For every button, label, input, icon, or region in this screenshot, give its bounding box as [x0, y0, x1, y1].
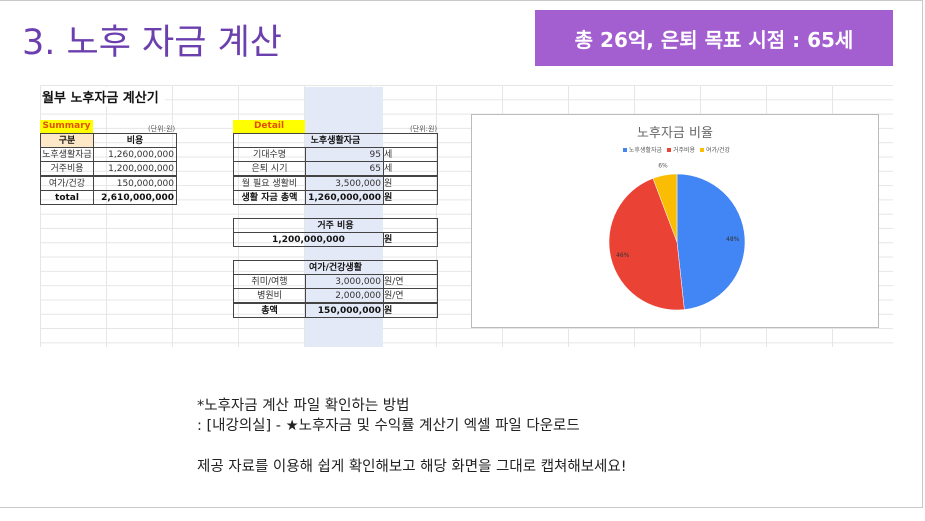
note-line-3: 제공 자료를 이용해 쉽게 확인해보고 해당 화면을 그대로 캡쳐해보세요! [197, 459, 627, 475]
detail-label: Detail [233, 120, 305, 133]
summary-badge: 총 26억, 은퇴 목표 시점 : 65세 [535, 10, 893, 66]
summary-category-cell: total [40, 189, 94, 205]
pie-slice-0[interactable] [676, 173, 746, 310]
chart-legend: 노후생활자금 거주비용 여가/건강 [472, 145, 878, 154]
sheet-title: 월부 노후자금 계산기 [42, 87, 165, 106]
housing-unit: 원 [383, 232, 438, 247]
summary-category-cell: 여가/건강 [40, 175, 94, 191]
summary-cost-cell: 2,610,000,000 [93, 189, 177, 205]
summary-cost-cell: 150,000,000 [93, 175, 177, 191]
living-item-cell: 생활 자금 총액 [233, 189, 306, 205]
living-value-cell: 65 [305, 161, 384, 177]
summary-unit: (단위:원) [148, 125, 176, 133]
note-line-1: *노후자금 계산 파일 확인하는 방법 [197, 398, 410, 414]
summary-cost-cell: 1,200,000,000 [93, 161, 177, 177]
living-unit-cell: 세 [383, 147, 438, 162]
legend-swatch [622, 148, 627, 152]
pie-slice-2[interactable] [652, 173, 678, 243]
legend-item: 여가/건강 [705, 147, 731, 154]
living-value-cell: 95 [305, 147, 384, 162]
leisure-item-cell: 취미/여행 [233, 274, 306, 289]
chart-title: 노후자금 비율 [637, 126, 713, 141]
living-item-cell: 월 필요 생활비 [233, 175, 306, 191]
pie-svg: 48% 46% 6% [608, 162, 746, 311]
pie-label-2: 6% [658, 162, 668, 169]
living-value-cell: 1,260,000,000 [305, 189, 384, 205]
detail-unit: (단위:원) [410, 125, 438, 133]
summary-category-cell: 노후생활자금 [40, 147, 94, 162]
summary-cost-cell: 1,260,000,000 [93, 147, 177, 162]
pie-slice-1[interactable] [608, 178, 685, 311]
leisure-header: 여가/건강생활 [233, 260, 438, 275]
pie-label-1: 46% [616, 252, 630, 259]
living-unit-cell: 세 [383, 161, 438, 177]
living-unit-cell: 원 [383, 175, 438, 191]
summary-header-category: 구분 [40, 133, 94, 148]
living-unit-cell: 원 [383, 189, 438, 205]
summary-category-cell: 거주비용 [40, 161, 94, 177]
leisure-value-cell: 2,000,000 [305, 288, 384, 304]
living-item-cell: 은퇴 시기 [233, 161, 306, 177]
legend-swatch [699, 148, 704, 152]
legend-item: 노후생활자금 [628, 147, 663, 154]
summary-header-cost: 비용 [93, 133, 177, 148]
slide-frame [0, 0, 923, 508]
housing-value: 1,200,000,000 [233, 232, 384, 247]
leisure-unit-cell: 원 [383, 302, 438, 318]
leisure-unit-cell: 원/연 [383, 288, 438, 304]
leisure-value-cell: 150,000,000 [305, 302, 384, 318]
highlight-column [305, 87, 383, 347]
note-line-2: : [내강의실] - ★노후자금 및 수익률 계산기 엑셀 파일 다운로드 [197, 418, 580, 434]
leisure-unit-cell: 원/연 [383, 274, 438, 289]
pie-label-0: 48% [726, 236, 740, 243]
summary-label: Summary [40, 120, 93, 133]
legend-swatch [666, 148, 671, 152]
leisure-item-cell: 총액 [233, 302, 306, 318]
living-item-cell: 기대수명 [233, 147, 306, 162]
slide-title: 3. 노후 자금 계산 [22, 23, 282, 63]
living-value-cell: 3,500,000 [305, 175, 384, 191]
housing-header: 거주 비용 [233, 218, 438, 233]
living-header: 노후생활자금 [233, 133, 438, 148]
leisure-item-cell: 병원비 [233, 288, 306, 304]
leisure-value-cell: 3,000,000 [305, 274, 384, 289]
legend-item: 거주비용 [672, 147, 696, 154]
pie-chart[interactable]: 노후자금 비율 노후생활자금 거주비용 여가/건강 48% 46% 6% [471, 114, 879, 328]
